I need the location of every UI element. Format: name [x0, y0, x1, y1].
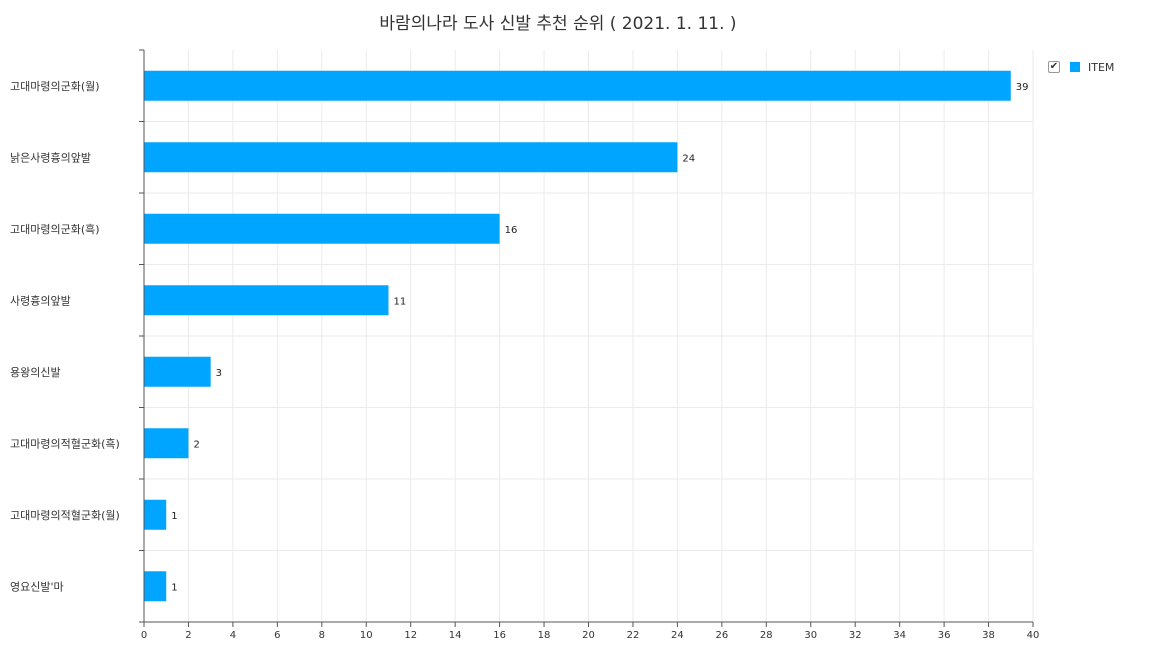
x-tick-label: 34	[893, 630, 906, 641]
bar[interactable]	[144, 571, 167, 602]
x-tick-label: 14	[449, 630, 462, 641]
x-tick-label: 28	[760, 630, 773, 641]
y-category-label: 사령흉의앞발	[10, 293, 71, 307]
legend-checkbox[interactable]: ✔	[1048, 61, 1060, 73]
y-category-label: 고대마령의군화(흑)	[10, 222, 100, 236]
bar-value-label: 11	[393, 296, 406, 307]
bar[interactable]	[144, 142, 678, 173]
chart-title: 바람의나라 도사 신발 추천 순위 ( 2021. 1. 11. )	[379, 14, 737, 34]
bar-value-label: 1	[171, 582, 177, 593]
x-tick-label: 18	[538, 630, 551, 641]
y-category-label: 고대마령의적혈군화(흑)	[10, 436, 120, 450]
x-tick-label: 20	[582, 630, 595, 641]
bar[interactable]	[144, 428, 189, 459]
bar-value-label: 24	[682, 153, 695, 164]
checkmark-icon: ✔	[1049, 61, 1059, 72]
y-category-label: 낡은사령흉의앞발	[10, 150, 91, 164]
x-tick-label: 2	[185, 630, 191, 641]
x-tick-label: 30	[804, 630, 817, 641]
legend-label: ITEM	[1088, 60, 1115, 74]
bar-value-label: 3	[216, 368, 222, 379]
y-category-label: 고대마령의군화(월)	[10, 80, 100, 93]
x-tick-label: 6	[274, 630, 280, 641]
bar[interactable]	[144, 356, 211, 387]
x-tick-label: 40	[1027, 630, 1040, 641]
x-tick-label: 10	[360, 630, 373, 641]
bar[interactable]	[144, 213, 500, 244]
bar[interactable]	[144, 499, 167, 530]
x-tick-label: 16	[493, 630, 506, 641]
x-tick-label: 12	[404, 630, 417, 641]
bar[interactable]	[144, 285, 389, 316]
y-category-label: 고대마령의적혈군화(월)	[10, 508, 120, 522]
x-tick-label: 26	[715, 630, 728, 641]
labels: 0 2 4 6 8 10 12 14 16 18 20 22 24 26 28 30 32 34 36 38 40고대마…	[10, 80, 1039, 641]
x-tick-label: 0	[141, 630, 147, 641]
bar-value-label: 16	[505, 225, 518, 236]
grid	[144, 50, 1034, 622]
y-category-label: 영요신발'마	[10, 580, 64, 593]
x-tick-label: 38	[982, 630, 995, 641]
legend-color-swatch	[1070, 62, 1080, 72]
axes	[139, 49, 1034, 627]
bar-value-label: 39	[1016, 82, 1029, 93]
y-category-label: 용왕의신발	[10, 366, 61, 379]
x-tick-label: 22	[627, 630, 640, 641]
x-tick-label: 36	[938, 630, 951, 641]
x-tick-label: 4	[230, 630, 236, 641]
x-tick-label: 32	[849, 630, 862, 641]
bar-value-label: 2	[193, 439, 199, 450]
bar[interactable]	[144, 70, 1011, 101]
x-tick-label: 24	[671, 630, 684, 641]
bars	[144, 70, 1011, 602]
bar-value-label: 1	[171, 511, 177, 522]
legend-item-item[interactable]: ✔ ITEM	[1048, 59, 1114, 75]
x-tick-label: 8	[319, 630, 325, 641]
